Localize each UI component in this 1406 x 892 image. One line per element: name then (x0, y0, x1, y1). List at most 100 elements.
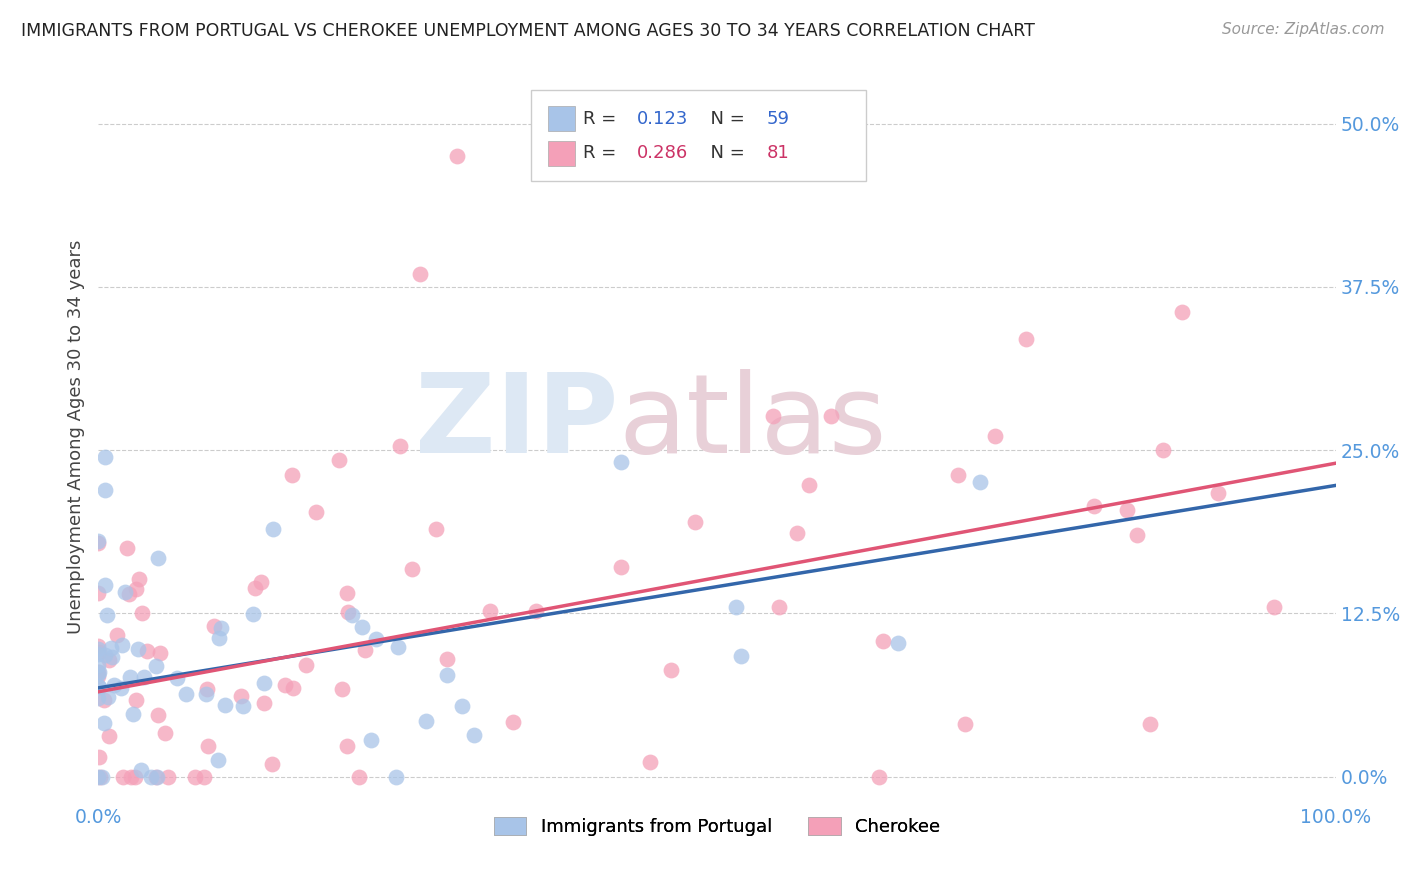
Point (984, 429, 1007, 443)
Point (87, 669, 110, 683)
Point (209, 621, 232, 635)
Point (97, 690, 120, 704)
Point (253, 696, 276, 710)
Point (87, 533, 110, 548)
FancyBboxPatch shape (547, 106, 575, 131)
Point (768, 599, 790, 614)
Point (337, 605, 360, 619)
Point (335, 586, 357, 600)
Point (131, 606, 153, 620)
Point (281, 468, 304, 483)
Point (389, 439, 412, 453)
Point (354, 642, 377, 657)
Point (145, 658, 167, 673)
Point (478, 604, 501, 618)
Point (87, 665, 110, 680)
Text: 0.123: 0.123 (637, 110, 688, 128)
Point (730, 649, 752, 664)
Point (295, 657, 318, 672)
Point (283, 681, 305, 695)
Point (208, 631, 231, 645)
Text: N =: N = (699, 145, 749, 162)
Point (250, 574, 273, 589)
Point (360, 732, 382, 747)
Point (139, 770, 162, 784)
Point (1171, 305, 1194, 319)
Point (524, 603, 547, 617)
Point (127, 642, 149, 657)
Point (97, 653, 120, 667)
Point (97, 729, 120, 743)
Point (96, 607, 118, 622)
Text: atlas: atlas (619, 369, 887, 476)
Point (387, 640, 409, 655)
Point (111, 770, 134, 784)
Point (336, 739, 359, 754)
Point (87, 647, 110, 661)
Point (87, 690, 110, 705)
Point (153, 726, 176, 740)
Point (114, 584, 136, 599)
Point (887, 636, 910, 650)
Point (1126, 527, 1149, 541)
Point (229, 689, 252, 703)
Point (125, 582, 148, 596)
Point (117, 541, 139, 555)
Point (425, 522, 447, 536)
Point (101, 650, 124, 665)
Point (118, 587, 141, 601)
Point (610, 455, 633, 469)
Point (1115, 503, 1137, 517)
Point (129, 763, 152, 777)
Point (260, 756, 283, 771)
Point (146, 550, 169, 565)
Point (1152, 442, 1174, 457)
Point (93, 450, 115, 464)
Point (969, 475, 991, 489)
Point (446, 149, 468, 163)
Point (502, 714, 524, 729)
Point (87, 680, 110, 694)
Point (93, 715, 115, 730)
Point (103, 678, 125, 692)
Point (100, 640, 122, 655)
Point (174, 687, 197, 701)
Point (89, 665, 111, 680)
Point (184, 770, 207, 784)
Point (610, 560, 633, 574)
FancyBboxPatch shape (531, 90, 866, 181)
Text: N =: N = (699, 110, 749, 128)
Text: Source: ZipAtlas.com: Source: ZipAtlas.com (1222, 22, 1385, 37)
Point (724, 600, 747, 615)
Point (146, 707, 169, 722)
Text: 81: 81 (766, 145, 789, 162)
Point (110, 681, 132, 696)
Point (149, 647, 172, 661)
Point (136, 644, 159, 658)
Point (274, 678, 297, 692)
Point (872, 634, 894, 648)
Point (797, 478, 820, 492)
Point (89, 681, 111, 695)
Point (868, 770, 890, 784)
Point (125, 693, 148, 707)
Point (330, 681, 353, 696)
Point (342, 608, 364, 623)
Point (401, 562, 423, 576)
Point (202, 619, 225, 633)
Point (94, 483, 117, 497)
Point (1015, 332, 1038, 346)
Point (207, 753, 229, 767)
Point (89, 770, 111, 784)
Point (1263, 599, 1285, 614)
Point (946, 467, 969, 482)
Text: 59: 59 (766, 110, 790, 128)
Point (124, 770, 146, 784)
Text: R =: R = (583, 145, 623, 162)
Point (105, 628, 128, 642)
Point (1208, 486, 1230, 500)
Point (93, 692, 115, 706)
Point (415, 714, 437, 728)
Text: R =: R = (583, 110, 623, 128)
Point (305, 505, 328, 519)
